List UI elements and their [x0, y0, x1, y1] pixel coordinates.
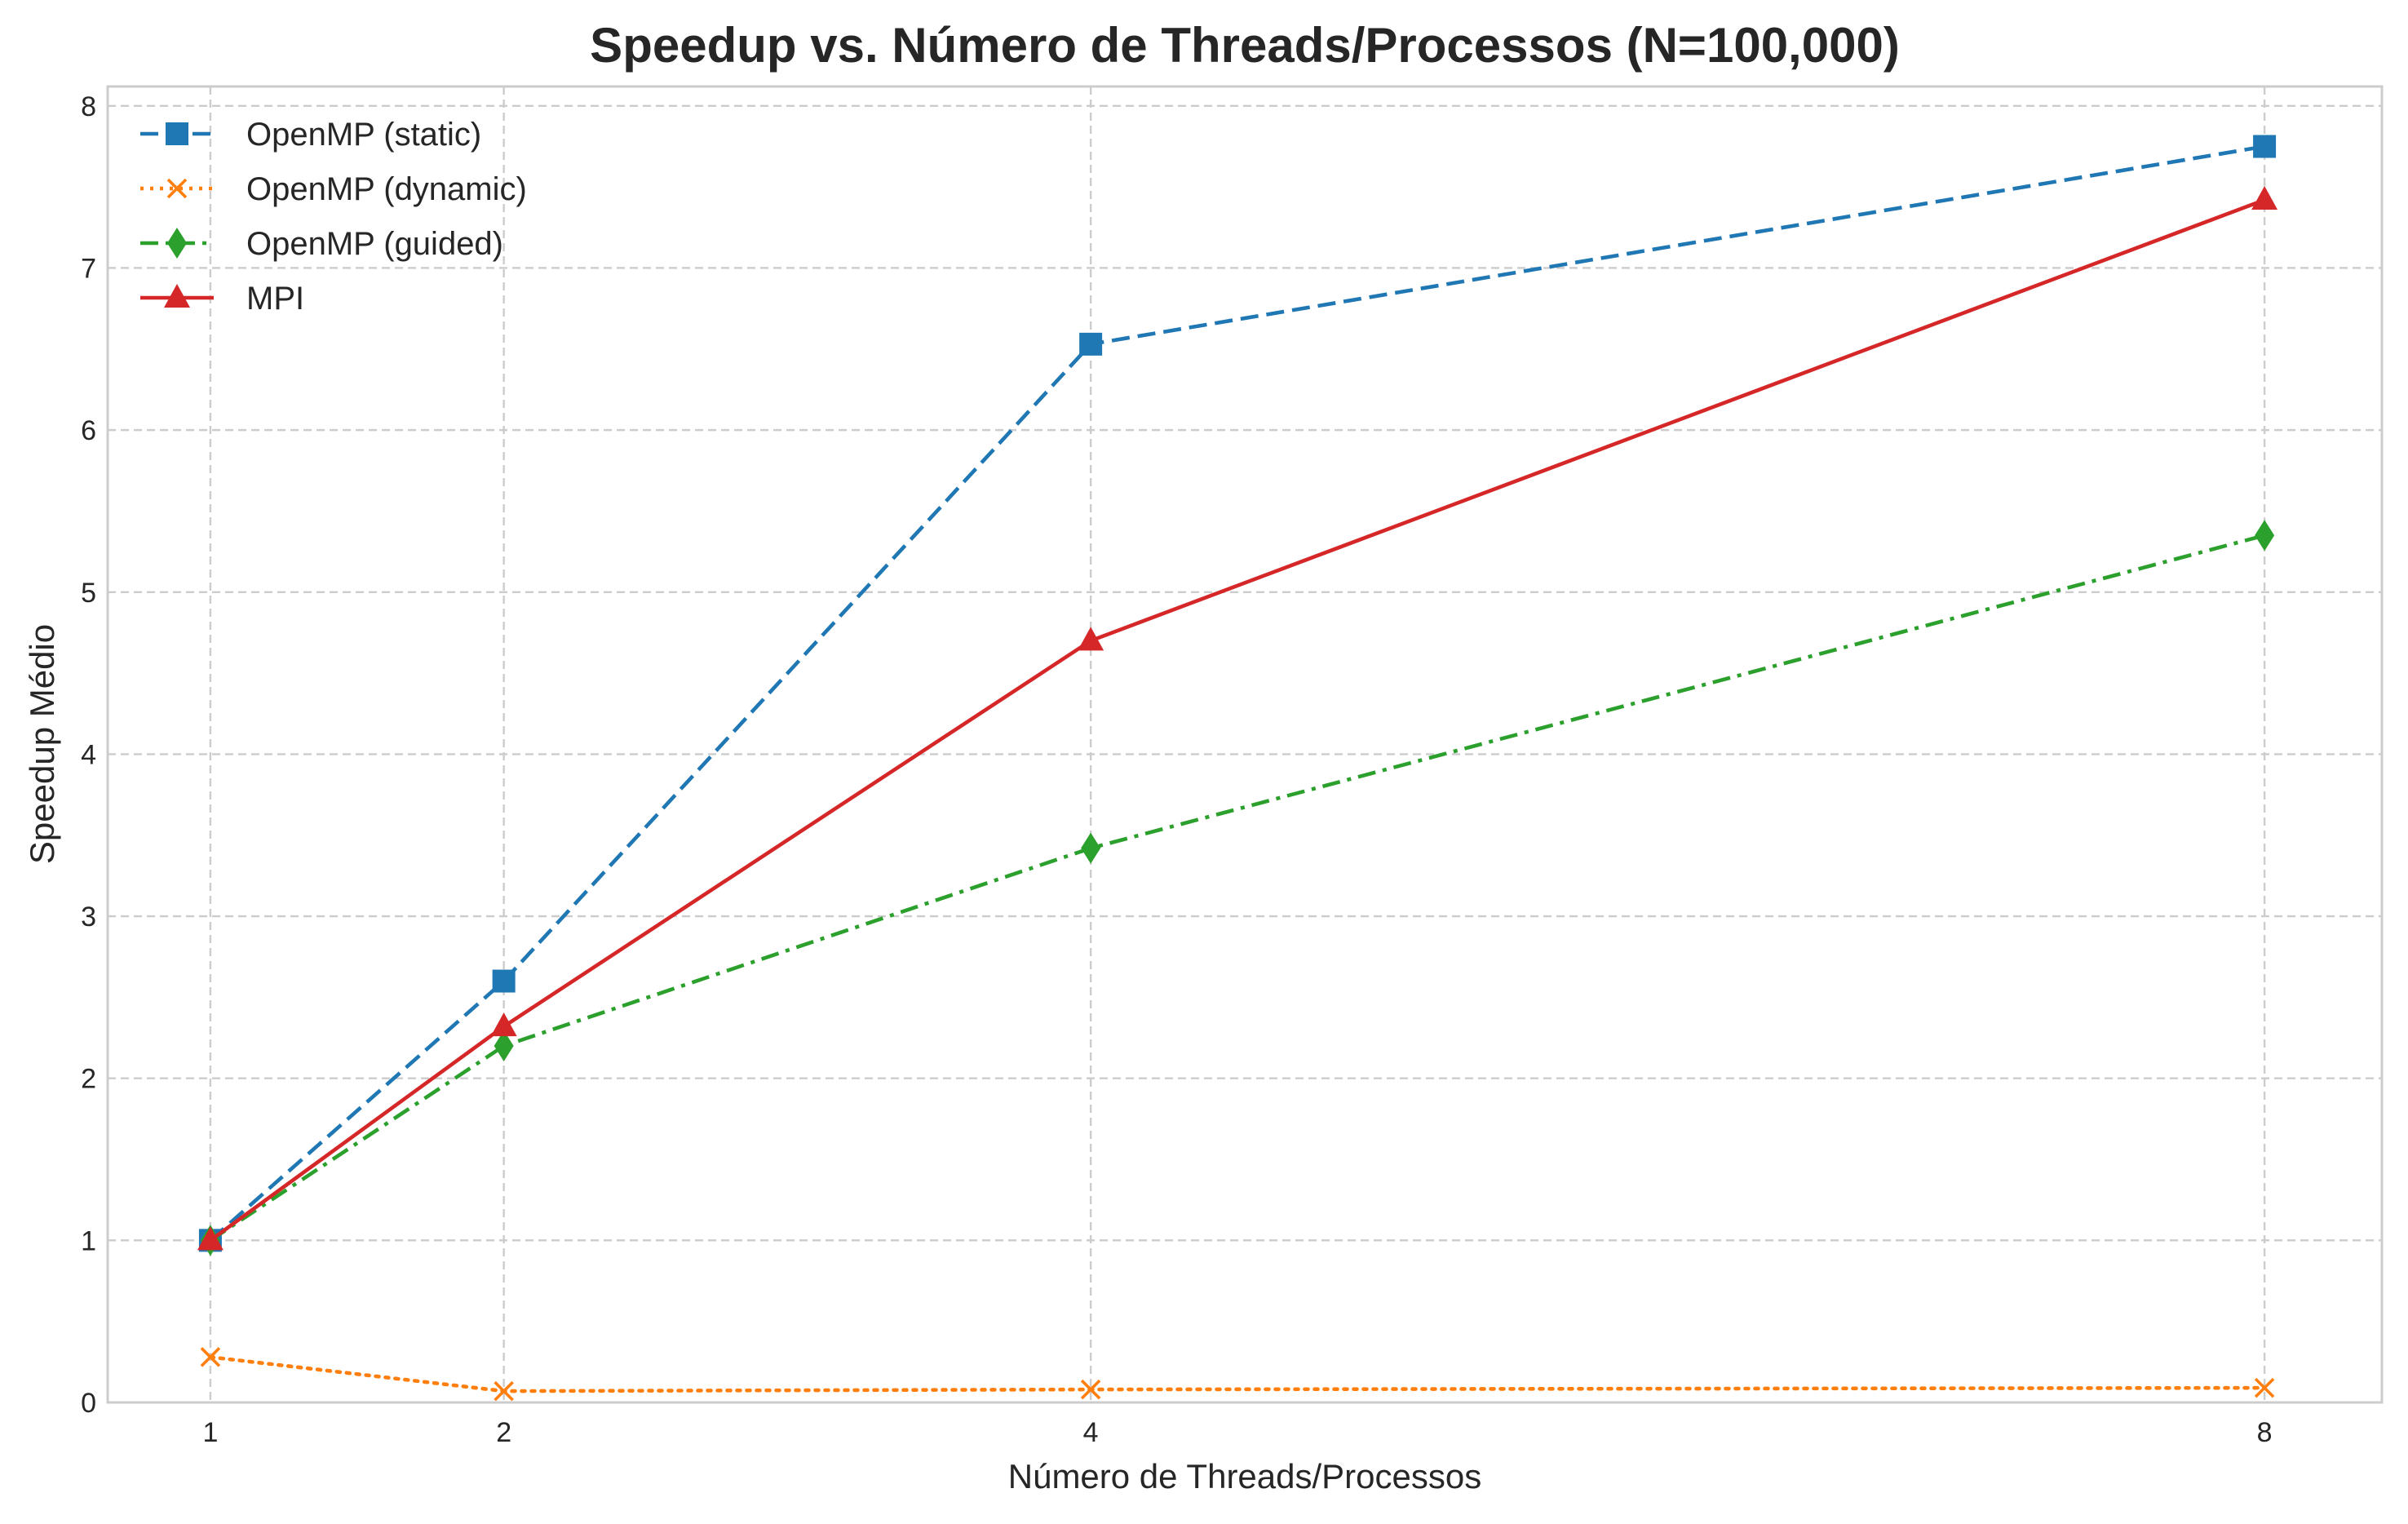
x-axis-label: Número de Threads/Processos [1008, 1457, 1482, 1495]
series-layer [197, 135, 2278, 1402]
series-line [208, 1355, 2267, 1393]
y-tick-label: 8 [81, 91, 96, 122]
series-line [209, 144, 2265, 1243]
data-point [2254, 1377, 2275, 1398]
y-axis-ticks: 0 1 2 3 4 5 6 7 8 [81, 91, 96, 1419]
y-axis-label: Speedup Médio [23, 624, 61, 864]
series-3 [197, 186, 2278, 1251]
series-line [209, 534, 2265, 1243]
legend-marker [167, 228, 187, 259]
grid [108, 86, 2382, 1404]
data-point [197, 1226, 224, 1251]
data-point [1078, 627, 1104, 651]
x-axis-ticks: 1 2 4 8 [202, 1417, 2272, 1448]
data-point [494, 1030, 514, 1061]
y-tick-label: 5 [81, 578, 96, 609]
data-point [1081, 832, 1101, 864]
plot-frame [106, 85, 2384, 1404]
data-point [494, 1380, 514, 1402]
legend-marker [166, 178, 188, 199]
y-tick-label: 4 [81, 739, 96, 770]
legend-entry: OpenMP (guided) [140, 226, 503, 262]
legend-label: OpenMP (guided) [246, 226, 503, 262]
chart-title: Speedup vs. Número de Threads/Processos … [590, 18, 1900, 73]
legend-entry: OpenMP (static) [140, 117, 481, 153]
legend-marker [166, 122, 188, 145]
legend: OpenMP (static) OpenMP (dynamic) OpenMP (g… [140, 117, 527, 317]
legend-entry: OpenMP (dynamic) [140, 171, 527, 207]
series-0 [198, 135, 2277, 1252]
data-point [1080, 1379, 1101, 1400]
data-point [2253, 135, 2277, 158]
data-point [490, 1012, 517, 1037]
data-point [492, 969, 516, 993]
legend-marker [164, 284, 190, 308]
legend-entry: MPI [140, 281, 304, 317]
legend-label: MPI [246, 281, 304, 317]
y-tick-label: 1 [81, 1225, 96, 1256]
x-tick-label: 8 [2257, 1417, 2273, 1448]
y-tick-label: 0 [81, 1388, 96, 1419]
data-point [200, 1347, 221, 1367]
data-point [2255, 520, 2275, 552]
x-tick-label: 1 [202, 1417, 218, 1448]
y-tick-label: 6 [81, 415, 96, 446]
series-line [209, 197, 2265, 1243]
y-tick-label: 3 [81, 902, 96, 933]
x-tick-label: 2 [496, 1417, 511, 1448]
legend-label: OpenMP (dynamic) [246, 171, 527, 207]
data-point [1079, 332, 1103, 356]
data-point [2251, 186, 2278, 210]
x-tick-label: 4 [1083, 1417, 1099, 1448]
legend-label: OpenMP (static) [246, 117, 481, 153]
series-1 [200, 1347, 2275, 1402]
series-2 [200, 520, 2275, 1256]
y-tick-label: 7 [81, 253, 96, 284]
y-tick-label: 2 [81, 1064, 96, 1095]
